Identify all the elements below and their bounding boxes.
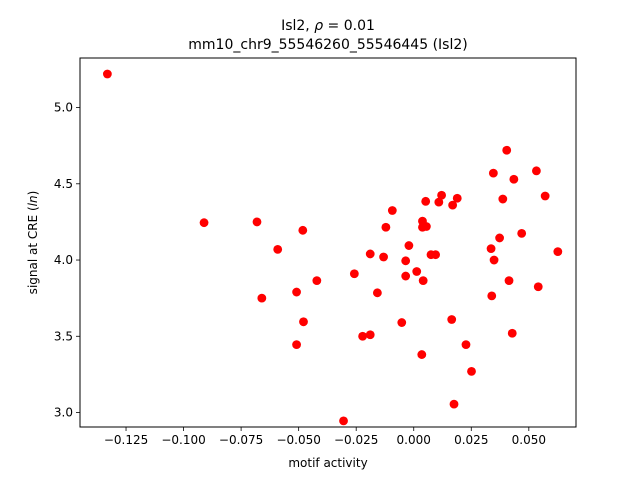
data-point-36 (449, 399, 459, 409)
data-point-43 (489, 255, 499, 265)
data-point-39 (467, 366, 476, 376)
data-point-47 (504, 276, 514, 286)
y-axis-label: signal at CRE (ln) (26, 191, 40, 295)
y-tick-label: 4.5 (54, 177, 73, 191)
data-points (102, 69, 563, 426)
data-point-10 (339, 416, 348, 426)
data-point-7 (298, 225, 308, 235)
data-point-40 (486, 244, 496, 254)
x-tick-label: −0.025 (334, 433, 378, 447)
data-point-11 (349, 269, 359, 279)
data-point-2 (252, 217, 262, 227)
data-point-24 (417, 350, 427, 359)
chart-title-line1: Isl2, ρ = 0.01 (281, 18, 375, 34)
x-tick-label: −0.100 (161, 433, 205, 447)
data-point-28 (421, 196, 431, 206)
data-point-38 (461, 340, 471, 350)
chart-title-line2: mm10_chr9_55546260_55546445 (Isl2) (188, 37, 467, 53)
data-point-22 (404, 241, 414, 250)
data-point-1 (199, 218, 209, 228)
data-point-51 (532, 166, 541, 176)
data-point-6 (292, 340, 301, 350)
data-point-23 (412, 267, 422, 276)
axis-ticks: −0.125 −0.100 −0.075 −0.050 −0.025 0.000 0.025… (54, 101, 546, 447)
data-point-33 (437, 190, 446, 200)
data-point-41 (487, 291, 497, 301)
x-tick-label: −0.125 (104, 433, 148, 447)
y-tick-label: 4.0 (54, 253, 73, 267)
data-point-15 (372, 288, 382, 298)
plot-frame (79, 57, 577, 428)
data-point-32 (434, 197, 444, 207)
data-point-53 (540, 191, 550, 201)
data-point-4 (273, 244, 283, 254)
data-point-16 (379, 252, 388, 262)
data-point-21 (401, 256, 411, 266)
data-point-37 (452, 193, 462, 203)
data-point-29 (421, 222, 431, 231)
data-point-17 (381, 222, 391, 232)
data-point-45 (498, 194, 508, 204)
data-point-12 (358, 331, 368, 341)
data-point-34 (447, 315, 457, 324)
data-point-31 (431, 250, 440, 260)
data-point-18 (387, 206, 397, 215)
data-point-50 (517, 228, 527, 238)
x-axis-label: motif activity (288, 456, 367, 470)
data-point-14 (365, 330, 375, 340)
data-point-5 (292, 287, 301, 297)
data-point-46 (502, 145, 512, 155)
data-point-35 (448, 200, 458, 210)
data-point-42 (488, 168, 498, 178)
data-point-19 (397, 318, 407, 327)
data-point-8 (299, 317, 308, 327)
data-point-52 (533, 282, 543, 292)
x-tick-label: 0.025 (454, 433, 488, 447)
y-tick-label: 3.5 (54, 329, 73, 343)
data-point-20 (401, 271, 411, 281)
data-point-13 (365, 249, 375, 259)
y-tick-label: 3.0 (54, 406, 73, 420)
data-point-44 (495, 233, 504, 243)
x-tick-label: −0.050 (276, 433, 320, 447)
data-point-48 (507, 328, 517, 338)
y-tick-label: 5.0 (54, 101, 73, 115)
data-point-27 (418, 276, 428, 286)
data-point-49 (509, 174, 519, 184)
x-tick-label: 0.050 (512, 433, 546, 447)
data-point-9 (312, 276, 322, 286)
data-point-0 (102, 69, 112, 79)
data-point-3 (257, 293, 267, 303)
data-point-54 (553, 247, 563, 257)
x-tick-label: 0.000 (397, 433, 431, 447)
x-tick-label: −0.075 (219, 433, 263, 447)
